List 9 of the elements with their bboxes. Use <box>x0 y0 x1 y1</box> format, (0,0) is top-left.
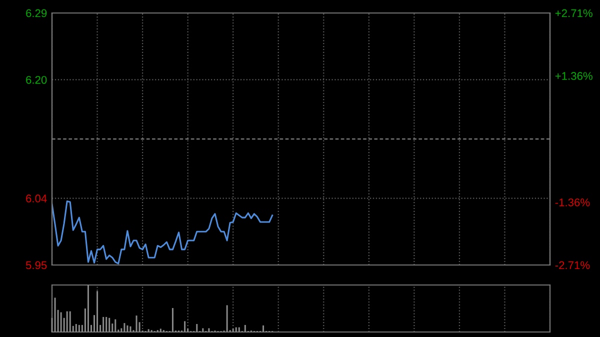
y-tick-label: 6.29 <box>26 9 47 18</box>
y-tick-label: 6.04 <box>26 194 47 202</box>
line-series <box>52 200 274 264</box>
y2-tick-label: -1.36% <box>555 198 590 206</box>
y2-tick-label: -2.71% <box>555 261 590 270</box>
y2-tick-label: +1.36% <box>555 72 592 80</box>
y-tick-label: 6.20 <box>26 76 47 84</box>
y2-tick-label: +2.71% <box>555 9 592 18</box>
y-tick-label: 5.95 <box>26 261 47 270</box>
